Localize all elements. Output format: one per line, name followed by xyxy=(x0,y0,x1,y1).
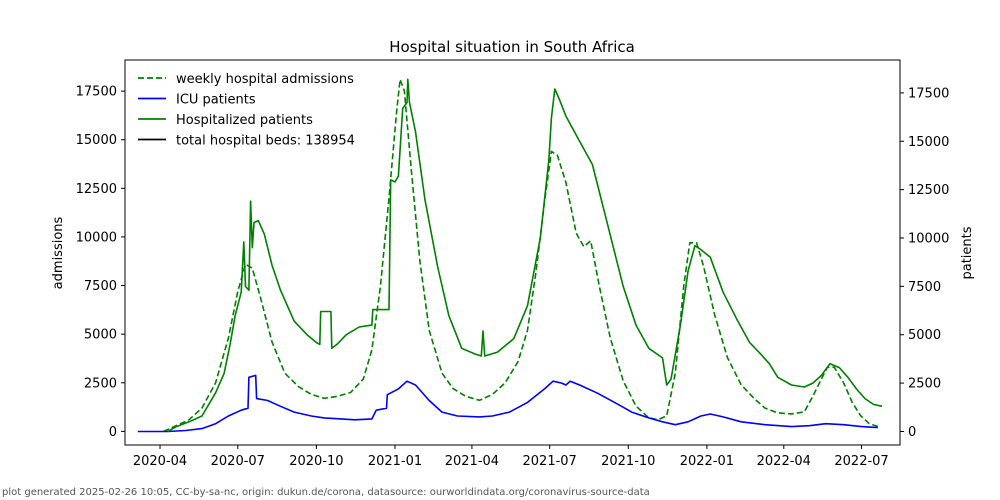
y-right-tick-label: 7500 xyxy=(908,280,941,295)
plot-frame xyxy=(124,59,901,446)
legend-label: Hospitalized patients xyxy=(176,113,313,128)
y-left-tick-label: 5000 xyxy=(84,328,117,343)
legend-label: total hospital beds: 138954 xyxy=(176,134,355,149)
x-tick-label: 2021-01 xyxy=(368,454,422,469)
y-left-tick-label: 2500 xyxy=(84,376,117,391)
y-left-tick-label: 17500 xyxy=(76,85,117,100)
plot-area xyxy=(137,78,883,433)
x-tick-label: 2022-01 xyxy=(680,454,734,469)
y-right-tick-label: 10000 xyxy=(908,231,949,246)
y-axis-right-label: patients xyxy=(960,226,975,279)
x-axis: 2020-04 2020-07 2020-10 2021-01 2021-04 2021-… xyxy=(133,445,889,469)
x-tick-label: 2022-07 xyxy=(834,454,888,469)
y-axis-right: 0 2500 5000 7500 10000 12500 15000 17500 xyxy=(900,86,949,440)
chart-title: Hospital situation in South Africa xyxy=(389,38,635,56)
y-right-tick-label: 0 xyxy=(908,425,916,440)
y-left-tick-label: 10000 xyxy=(76,230,117,245)
legend-label: weekly hospital admissions xyxy=(176,72,354,87)
series-line-icu-patients xyxy=(137,374,878,433)
x-tick-label: 2022-04 xyxy=(757,454,811,469)
y-right-tick-label: 15000 xyxy=(908,135,949,150)
legend: weekly hospital admissions ICU patients Ho… xyxy=(138,72,355,149)
y-right-tick-label: 12500 xyxy=(908,183,949,198)
x-tick-label: 2021-10 xyxy=(601,454,655,469)
y-right-tick-label: 17500 xyxy=(908,86,949,101)
x-tick-label: 2020-10 xyxy=(289,454,343,469)
y-axis-left: 0 2500 5000 7500 10000 12500 15000 17500 xyxy=(76,85,125,440)
series-line-hospitalized-patients xyxy=(167,78,883,433)
x-tick-label: 2021-07 xyxy=(523,454,577,469)
legend-label: ICU patients xyxy=(176,93,256,108)
x-tick-label: 2020-07 xyxy=(211,454,265,469)
y-left-tick-label: 7500 xyxy=(84,279,117,294)
series-line-weekly-hospital-admissions xyxy=(163,78,879,433)
y-right-tick-label: 2500 xyxy=(908,377,941,392)
y-axis-left-label: admissions xyxy=(51,216,66,289)
y-left-tick-label: 12500 xyxy=(76,182,117,197)
y-left-tick-label: 0 xyxy=(109,425,117,440)
y-right-tick-label: 5000 xyxy=(908,328,941,343)
x-tick-label: 2021-04 xyxy=(445,454,499,469)
x-tick-label: 2020-04 xyxy=(133,454,187,469)
footer-credit: plot generated 2025-02-26 10:05, CC-by-s… xyxy=(2,487,650,498)
y-left-tick-label: 15000 xyxy=(76,133,117,148)
